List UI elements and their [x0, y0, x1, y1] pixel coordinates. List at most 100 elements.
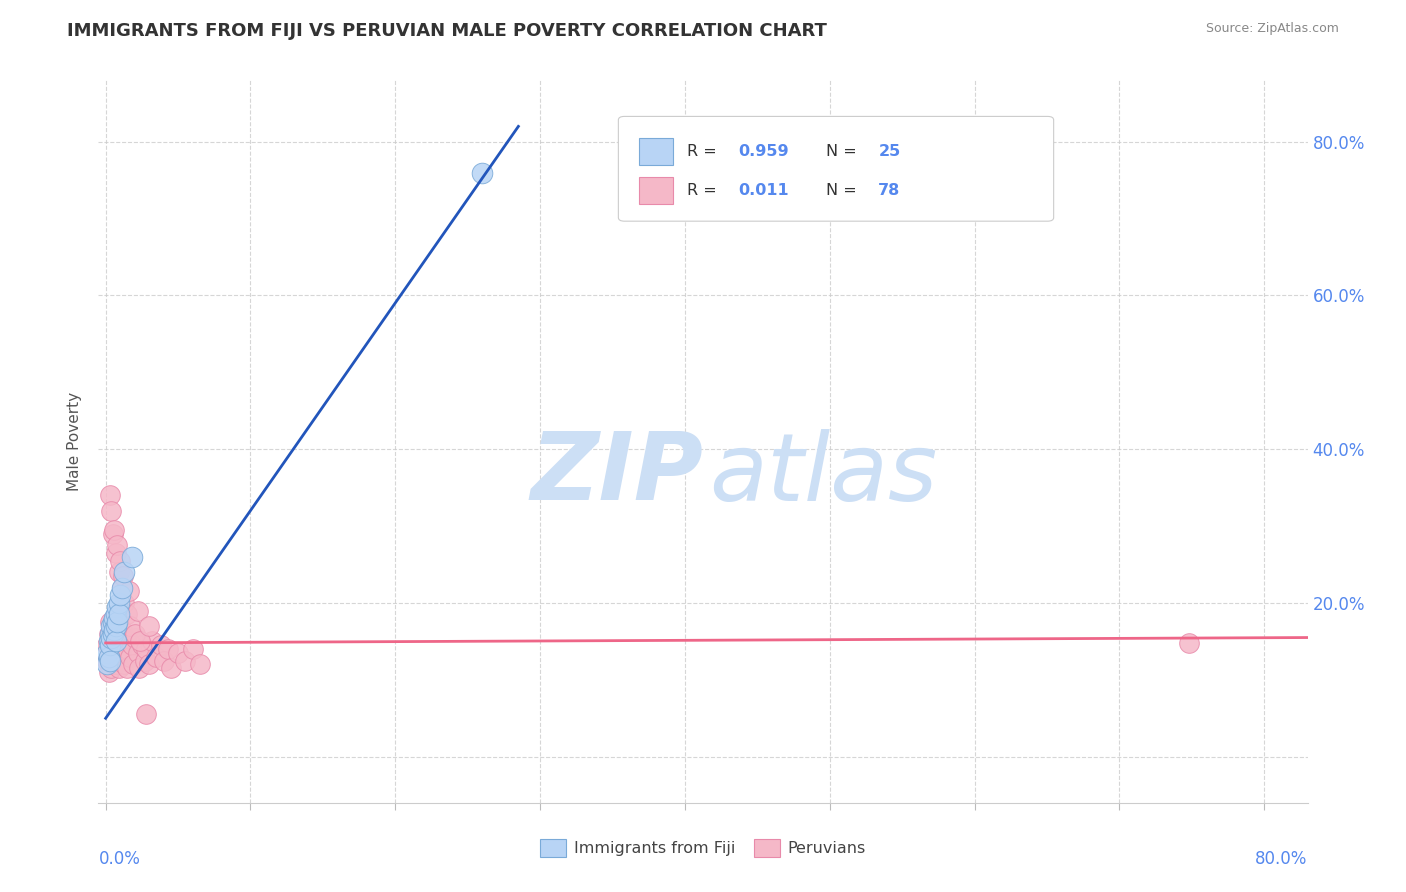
Point	[110, 581, 132, 595]
Point	[104, 607, 127, 622]
Point	[121, 638, 143, 652]
Point	[114, 638, 136, 652]
Text: ZIP: ZIP	[530, 428, 703, 520]
Point	[145, 649, 167, 664]
Text: 0.011: 0.011	[738, 183, 789, 198]
Point	[107, 661, 129, 675]
Point	[100, 661, 122, 675]
Point	[101, 626, 124, 640]
Point	[108, 631, 131, 645]
Point	[124, 631, 146, 645]
Point	[121, 549, 143, 564]
Point	[107, 565, 129, 579]
Point	[152, 654, 174, 668]
Point	[104, 623, 127, 637]
Point	[100, 642, 122, 657]
Point	[118, 634, 141, 648]
Point	[103, 611, 125, 625]
Point	[100, 631, 122, 645]
Bar	[638, 177, 673, 204]
Point	[138, 619, 160, 633]
Text: atlas: atlas	[709, 428, 938, 519]
Point	[98, 649, 121, 664]
Point	[104, 657, 127, 672]
Point	[100, 623, 122, 637]
Text: N =: N =	[827, 183, 862, 198]
Point	[100, 504, 122, 518]
Point	[97, 649, 120, 664]
Point	[120, 619, 142, 633]
Point	[107, 642, 129, 657]
Point	[108, 649, 131, 664]
Point	[103, 623, 125, 637]
Point	[131, 638, 153, 652]
Point	[141, 634, 163, 648]
Point	[110, 581, 132, 595]
Point	[103, 523, 125, 537]
Point	[104, 634, 127, 648]
Point	[128, 661, 150, 675]
Point	[97, 649, 120, 664]
Point	[98, 615, 121, 630]
Point	[97, 665, 120, 680]
Point	[105, 615, 128, 630]
Point	[96, 657, 118, 672]
Point	[107, 607, 129, 622]
Point	[103, 631, 125, 645]
Text: 25: 25	[879, 144, 901, 159]
Point	[96, 646, 118, 660]
Text: 80.0%: 80.0%	[1256, 850, 1308, 868]
Point	[156, 642, 179, 657]
Point	[105, 538, 128, 552]
Point	[103, 654, 125, 668]
Point	[101, 657, 124, 672]
Point	[100, 619, 122, 633]
Legend: Immigrants from Fiji, Peruvians: Immigrants from Fiji, Peruvians	[534, 832, 872, 863]
Point	[104, 638, 127, 652]
FancyBboxPatch shape	[619, 117, 1053, 221]
Point	[181, 642, 204, 657]
Text: 78: 78	[879, 183, 901, 198]
Point	[101, 619, 124, 633]
Point	[98, 638, 121, 652]
Text: IMMIGRANTS FROM FIJI VS PERUVIAN MALE POVERTY CORRELATION CHART: IMMIGRANTS FROM FIJI VS PERUVIAN MALE PO…	[67, 22, 827, 40]
Point	[101, 638, 124, 652]
Point	[188, 657, 211, 672]
Text: N =: N =	[827, 144, 862, 159]
Point	[149, 638, 172, 652]
Point	[105, 615, 128, 630]
Point	[114, 596, 136, 610]
Text: R =: R =	[688, 144, 723, 159]
Point	[127, 646, 149, 660]
Point	[107, 596, 129, 610]
Point	[127, 604, 149, 618]
Text: 0.959: 0.959	[738, 144, 789, 159]
Point	[96, 638, 118, 652]
Point	[117, 642, 139, 657]
Point	[97, 634, 120, 648]
Point	[1178, 636, 1201, 650]
Point	[159, 661, 181, 675]
Point	[135, 707, 157, 722]
Point	[107, 626, 129, 640]
Text: Source: ZipAtlas.com: Source: ZipAtlas.com	[1205, 22, 1339, 36]
Bar	[638, 137, 673, 165]
Point	[104, 619, 127, 633]
Point	[101, 526, 124, 541]
Point	[96, 654, 118, 668]
Point	[118, 584, 141, 599]
Point	[112, 634, 135, 648]
Point	[103, 611, 125, 625]
Point	[110, 623, 132, 637]
Point	[117, 607, 139, 622]
Point	[114, 565, 136, 579]
Point	[97, 626, 120, 640]
Point	[120, 649, 142, 664]
Point	[98, 626, 121, 640]
Text: 0.0%: 0.0%	[98, 850, 141, 868]
Point	[98, 631, 121, 645]
Point	[117, 661, 139, 675]
Text: R =: R =	[688, 183, 723, 198]
Point	[129, 634, 152, 648]
Point	[98, 488, 121, 502]
